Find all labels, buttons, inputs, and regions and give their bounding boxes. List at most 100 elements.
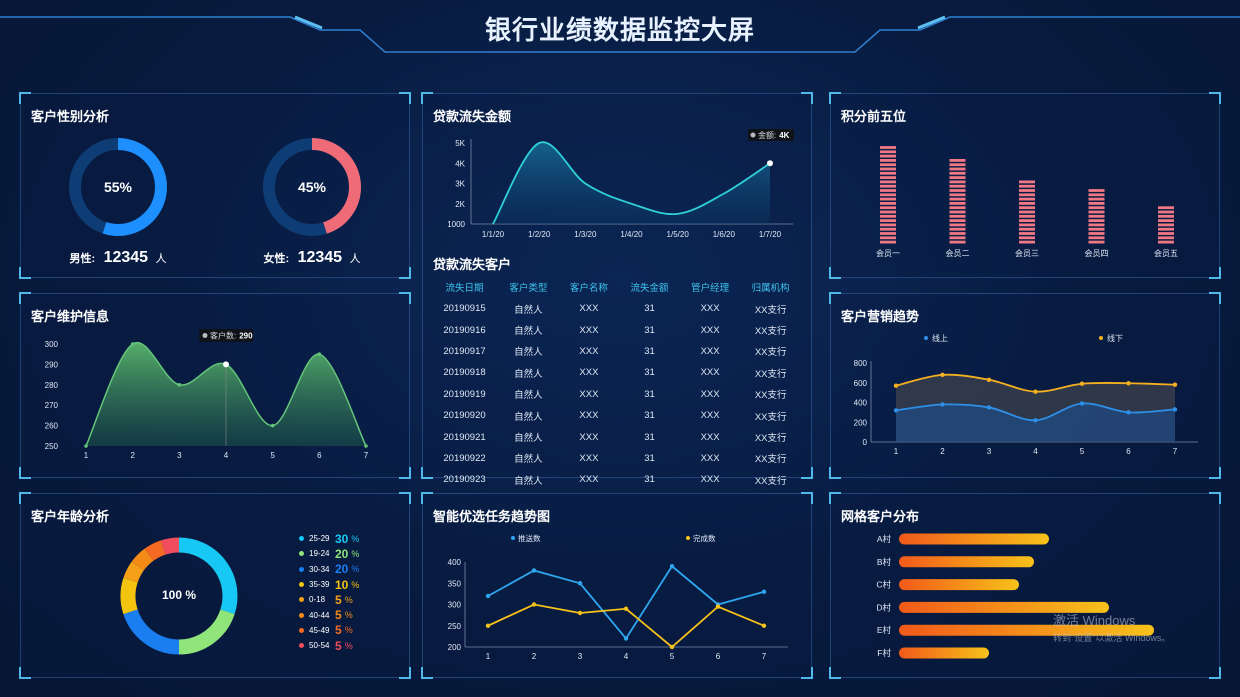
age-panel: 客户年龄分析 100 % 25-29 30% 19-24 20% 30-34 20% 35-… <box>19 492 411 679</box>
grid-bar <box>899 624 1154 636</box>
points-bar-segment <box>949 240 966 244</box>
table-header: 流失金额 <box>630 283 669 294</box>
points-bar-segment <box>1019 206 1035 210</box>
table-cell: 31 <box>644 474 655 486</box>
age-legend-value: 20 <box>335 562 349 577</box>
table-header: 管户经理 <box>691 283 730 294</box>
points-chart: 会员一 会员二 会员三 会员四 会员五 <box>876 146 1178 258</box>
age-legend-item: 19-24 20% <box>299 546 359 561</box>
female-donut-arc <box>263 138 361 236</box>
points-bar-segment <box>1158 214 1174 218</box>
points-bar-segment <box>949 193 966 197</box>
marketing-point <box>986 377 992 382</box>
age-legend-unit: % <box>351 579 360 590</box>
maintenance-ytick: 280 <box>45 381 59 390</box>
watermark-line1: 激活 Windows <box>1053 613 1136 628</box>
task-point <box>485 623 491 628</box>
points-bar-segment <box>880 184 896 188</box>
age-slice <box>123 609 180 655</box>
grid-ytick: D村 <box>876 602 891 612</box>
points-bar-segment <box>949 184 966 188</box>
points-bar-segment <box>1088 236 1105 240</box>
loan-ytick: 1000 <box>447 220 465 229</box>
points-bar-segment <box>949 163 966 167</box>
maintenance-point <box>177 383 182 387</box>
points-bar-segment <box>880 167 896 171</box>
task-ytick: 350 <box>448 579 462 588</box>
task-legend-dot <box>511 536 515 540</box>
legend-dot-icon <box>299 612 304 618</box>
table-cell: 20190921 <box>443 431 486 443</box>
svg-text:女性: 12345 人: 女性: 12345 人 <box>263 249 360 266</box>
age-legend-label: 0-18 <box>309 595 326 605</box>
task-ytick: 400 <box>448 558 462 567</box>
table-cell: 31 <box>644 410 655 422</box>
marketing-legend-dot <box>924 336 928 340</box>
maintenance-ytick: 250 <box>45 442 59 451</box>
age-legend-label: 35-39 <box>309 580 330 590</box>
maintenance-point <box>130 342 135 346</box>
age-legend-unit: % <box>344 594 353 605</box>
age-legend-unit: % <box>351 533 360 544</box>
age-legend-value: 5 <box>335 638 342 653</box>
task-xtick: 5 <box>670 652 675 661</box>
legend-dot-icon <box>299 551 304 557</box>
female-unit: 人 <box>350 252 361 265</box>
points-bar-segment <box>880 163 896 167</box>
maintenance-xtick: 6 <box>317 451 322 460</box>
task-xtick: 7 <box>762 652 767 661</box>
maintenance-tooltip-label: 客户数: <box>210 331 236 341</box>
table-row: 20190920 自然人 XXX 31 XXX XX支行 <box>431 405 801 426</box>
age-legend-value: 5 <box>335 623 342 638</box>
maintenance-active-point <box>223 361 229 368</box>
table-cell: 20190919 <box>443 388 486 400</box>
maintenance-panel: 客户维护信息 250 260 270 280 290 300 1 2 3 4 5 6 7 客户数: 290 <box>19 292 411 479</box>
table-cell: XXX <box>700 410 720 422</box>
male-label: 男性: <box>69 251 95 265</box>
age-title: 客户年龄分析 <box>31 509 110 524</box>
grid-bar <box>899 601 1109 613</box>
loan-xtick: 1/4/20 <box>620 230 643 239</box>
table-cell: XX支行 <box>754 304 787 316</box>
grid-bar <box>899 533 1049 545</box>
points-bar-segment <box>1158 223 1174 227</box>
marketing-xtick: 2 <box>940 447 945 456</box>
table-cell: XXX <box>700 431 720 443</box>
loan-xtick: 1/1/20 <box>482 230 505 239</box>
points-bar-segment <box>880 236 896 240</box>
marketing-point <box>1126 410 1131 415</box>
points-bar-segment <box>1019 197 1035 201</box>
table-cell: XXX <box>579 324 599 336</box>
table-cell: 20190915 <box>443 303 486 315</box>
task-point <box>577 581 583 586</box>
age-legend-item: 35-39 10% <box>299 577 359 592</box>
table-cell: 自然人 <box>514 454 543 466</box>
age-slice <box>160 537 180 555</box>
marketing-legend-dot <box>1099 336 1103 340</box>
points-bar-segment <box>880 146 896 149</box>
table-cell: 31 <box>644 388 655 400</box>
table-cell: XXX <box>579 474 599 486</box>
points-title: 积分前五位 <box>841 109 907 124</box>
points-bar-segment <box>1019 227 1035 231</box>
points-bar-segment <box>949 232 966 235</box>
table-cell: 31 <box>644 324 655 336</box>
table-cell: XXX <box>700 324 720 336</box>
table-header: 客户名称 <box>569 283 608 294</box>
points-bar-segment <box>880 197 896 201</box>
loan-xtick: 1/3/20 <box>574 230 597 239</box>
maintenance-title: 客户维护信息 <box>31 309 110 324</box>
grid-ytick: A村 <box>877 534 892 544</box>
windows-watermark: 激活 Windows 转到"设置"以激活 Windows。 <box>1053 610 1170 644</box>
points-bar-segment <box>949 219 966 222</box>
task-point <box>761 589 767 594</box>
marketing-xtick: 6 <box>1126 447 1131 456</box>
age-donut: 100 % <box>120 537 238 655</box>
task-xtick: 4 <box>624 652 629 661</box>
maintenance-ytick: 300 <box>45 340 59 349</box>
table-cell: XXX <box>579 388 599 400</box>
maintenance-ytick: 260 <box>45 422 59 431</box>
table-cell: XXX <box>700 388 720 400</box>
task-trend-chart: 200 250 300 350 400 1 2 3 4 5 6 7 推送数 完成数 <box>448 533 788 661</box>
